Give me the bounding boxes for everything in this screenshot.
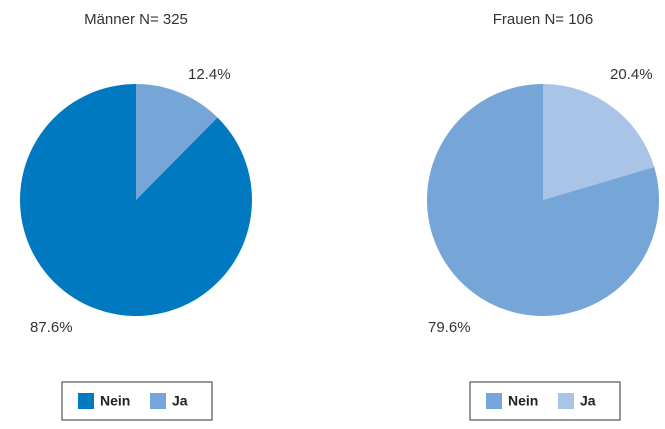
data-label: 12.4% bbox=[188, 66, 231, 83]
data-label: 20.4% bbox=[610, 66, 653, 83]
pie-slice bbox=[427, 84, 660, 316]
legend-swatch bbox=[558, 393, 574, 409]
legend-swatch bbox=[486, 393, 502, 409]
chart-title: Männer N= 325 bbox=[84, 11, 188, 28]
data-label: 79.6% bbox=[428, 319, 471, 336]
legend-label: Ja bbox=[172, 393, 188, 409]
chart-title: Frauen N= 106 bbox=[493, 11, 593, 28]
legend-label: Nein bbox=[508, 393, 538, 409]
pie-slice bbox=[20, 84, 253, 316]
legend-swatch bbox=[78, 393, 94, 409]
data-label: 87.6% bbox=[30, 319, 73, 336]
legend-swatch bbox=[150, 393, 166, 409]
pie-slice bbox=[543, 84, 655, 200]
legend-label: Ja bbox=[580, 393, 596, 409]
pie-slice bbox=[136, 84, 218, 200]
legend-label: Nein bbox=[100, 393, 130, 409]
